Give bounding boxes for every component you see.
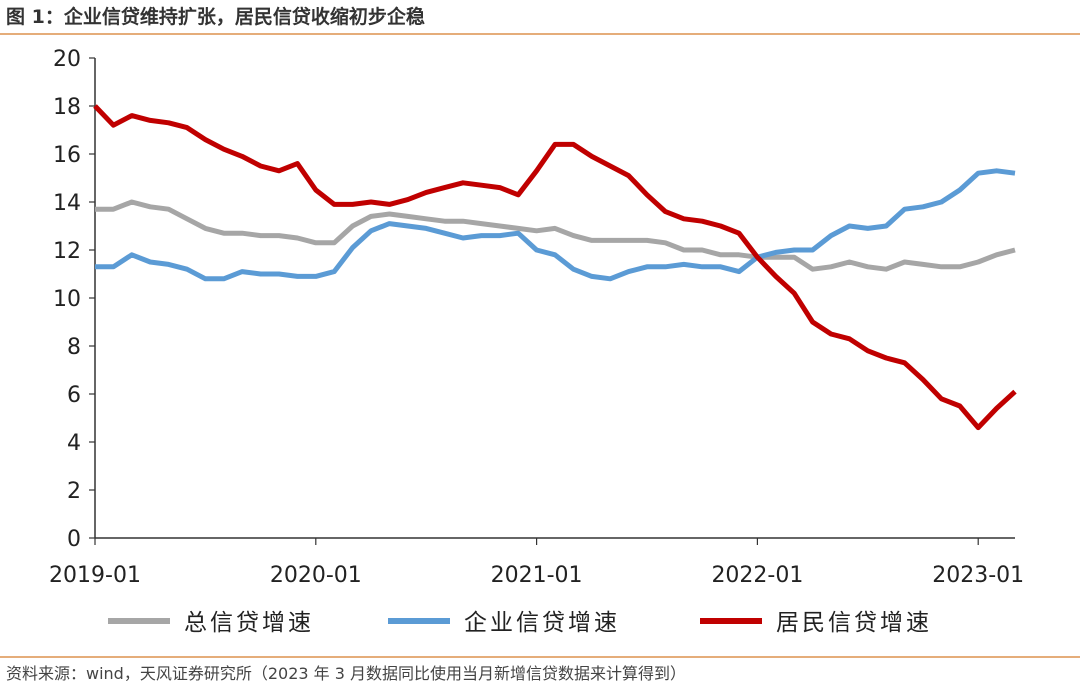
y-tick-label: 20 xyxy=(53,47,81,72)
title-rule xyxy=(0,33,1080,35)
y-tick-label: 16 xyxy=(53,143,81,168)
y-tick-label: 14 xyxy=(53,191,81,216)
y-tick-label: 6 xyxy=(67,383,81,408)
source-rule xyxy=(0,656,1080,658)
legend-label: 总信贷增速 xyxy=(184,610,314,636)
chart-axes xyxy=(89,57,1015,545)
y-tick-label: 18 xyxy=(53,95,81,120)
series-lines xyxy=(93,104,1017,431)
x-tick-label: 2023-01 xyxy=(932,563,1024,588)
figure-title: 图 1：企业信贷维持扩张，居民信贷收缩初步企稳 xyxy=(6,6,425,28)
y-tick-label: 2 xyxy=(67,479,81,504)
legend-label: 居民信贷增速 xyxy=(776,610,932,636)
legend: 总信贷增速 企业信贷增速 居民信贷增速 xyxy=(108,610,932,636)
y-tick-label: 4 xyxy=(67,431,81,456)
x-tick-label: 2019-01 xyxy=(49,563,141,588)
y-tick-labels: 0 2 4 6 8 10 12 14 16 18 20 xyxy=(53,47,81,552)
y-tick-label: 12 xyxy=(53,239,81,264)
x-tick-label: 2021-01 xyxy=(491,563,583,588)
y-tick-label: 0 xyxy=(67,527,81,552)
y-tick-label: 8 xyxy=(67,335,81,360)
x-tick-labels: 2019-01 2020-01 2021-01 2022-01 2023-01 xyxy=(49,563,1024,588)
y-tick-label: 10 xyxy=(53,287,81,312)
x-tick-label: 2022-01 xyxy=(711,563,803,588)
legend-label: 企业信贷增速 xyxy=(464,610,620,636)
series-line-2 xyxy=(95,168,1016,282)
series-line-1 xyxy=(95,199,1016,272)
x-tick-label: 2020-01 xyxy=(270,563,362,588)
source-note: 资料来源：wind，天风证券研究所（2023 年 3 月数据同比使用当月新增信贷… xyxy=(6,664,686,683)
